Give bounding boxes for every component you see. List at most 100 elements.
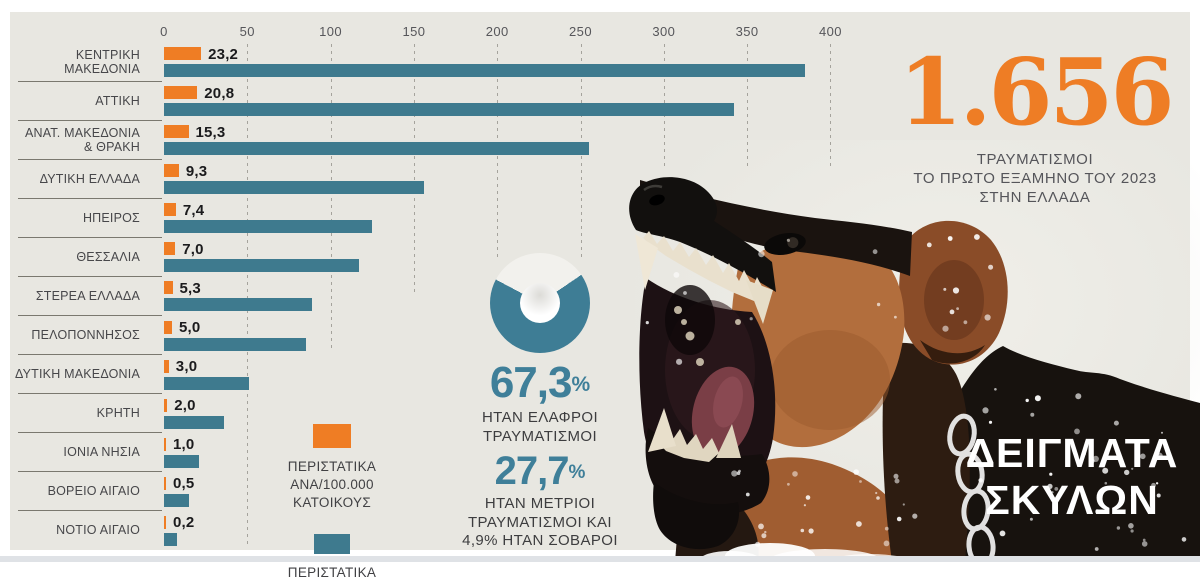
row-separator [18,80,162,82]
rate-bar [164,86,198,100]
incidents-bar [164,532,178,546]
incidents-bar [164,220,373,234]
dog-upper-canine-right [746,280,773,324]
rate-bar [164,47,202,60]
dog-upper-canine-left [635,234,658,290]
incidents-bar [164,259,359,273]
row-separator [18,354,162,356]
dog-ear-inner [924,260,984,340]
dog-lower-teeth [656,426,719,462]
callout-medium-value: 27,7% [494,449,586,493]
region-label: ΔΥΤΙΚΗ ΕΛΛΑΔΑ [39,171,140,186]
rate-bar [164,515,166,529]
rate-bar [164,359,169,373]
row-separator [18,119,162,121]
headline-caption-line1: ΤΡΑΥΜΑΤΙΣΜΟΙ [976,151,1094,168]
barking-dog-photo [629,177,1200,562]
callout-light-line1: ΗΤΑΝ ΕΛΑΦΡΟΙ [481,409,599,426]
rate-value-label: 23,2 [208,45,239,63]
x-tick-150: 150 [402,24,426,39]
row-separator [18,393,162,395]
incidents-bar [164,64,806,77]
dog-nostril [649,194,665,206]
region-label: ΚΕΝΤΡΙΚΗ ΜΑΚΕΔΟΝΙΑ [64,47,140,76]
gridline-50 [247,44,249,548]
region-label: ΔΥΤΙΚΗ ΜΑΚΕΔΟΝΙΑ [15,367,140,382]
dog-cheek-shade [770,330,890,430]
callout-light-injuries: 67,3% ΗΤΑΝ ΕΛΑΦΡΟΙ ΤΡΑΥΜΑΤΙΣΜΟΙ [425,360,655,445]
incidents-bar [164,493,189,507]
rate-value-label: 0,5 [173,475,195,493]
x-tick-400: 400 [818,24,842,39]
row-separator [18,197,162,199]
rate-value-label: 7,0 [182,240,204,258]
region-label: ΑΝΑΤ. ΜΑΚΕΔΟΝΙΑ & ΘΡΑΚΗ [24,125,140,154]
headline-stat: 1.656 ΤΡΑΥΜΑΤΙΣΜΟΙ ΤΟ ΠΡΩΤΟ ΕΞΑΜΗΝΟ ΤΟΥ … [870,40,1200,207]
rate-bar [164,164,179,178]
gridline-150 [413,44,415,296]
callout-medium-line2: ΤΡΑΥΜΑΤΙΣΜΟΙ ΚΑΙ [467,513,612,531]
x-tick-0: 0 [160,24,168,39]
region-label: ΑΤΤΙΚΗ [95,93,140,108]
x-tick-300: 300 [652,24,676,39]
dog-lower-canine-left [648,408,676,452]
gridline-350 [747,44,749,166]
headline-caption-line2: ΤΟ ΠΡΩΤΟ ΕΞΑΜΗΝΟ ΤΟΥ 2023 [913,170,1157,187]
x-tick-200: 200 [485,24,509,39]
x-tick-100: 100 [319,24,343,39]
gridline-100 [330,44,332,352]
rate-value-label: 2,0 [174,397,196,415]
incidents-bar [164,298,313,312]
photo-title-line1: ΔΕΙΓΜΑΤΑ [965,430,1179,476]
rate-bar [164,281,173,295]
row-separator [18,158,162,160]
x-tick-350: 350 [735,24,759,39]
dog-shoulder [882,342,970,562]
region-label: ΗΠΕΙΡΟΣ [82,210,140,225]
rate-value-label: 9,3 [185,162,208,180]
x-tick-250: 250 [569,24,592,39]
rate-value-label: 1,0 [173,436,195,454]
incidents-bar [164,415,224,429]
dog-upper-teeth [634,228,766,301]
region-label: ΙΟΝΙΑ ΝΗΣΙΑ [63,445,140,460]
x-tick-50: 50 [239,24,255,39]
rate-value-label: 5,3 [179,279,201,297]
gridline-400 [830,44,832,166]
row-separator [18,276,162,277]
incidents-bar [164,103,734,117]
dog-eye [764,233,806,255]
incidents-bar [164,376,249,390]
rate-value-label: 7,4 [182,201,205,219]
headline-caption-line3: ΣΤΗΝ ΕΛΛΑΔΑ [979,189,1091,206]
dog-tongue-highlight [713,376,743,428]
rate-bar [164,242,176,256]
rate-value-label: 3,0 [175,358,198,376]
region-label: ΣΤΕΡΕΑ ΕΛΛΑΔΑ [35,288,140,303]
rate-bar [164,437,166,451]
rate-bar [164,125,189,139]
legend-swatch-rate [313,424,351,448]
incidents-bar [164,181,424,195]
rate-value-label: 0,2 [173,514,195,532]
chain-collar [947,413,996,562]
rate-bar [164,476,166,490]
legend-label-incidents: ΠΕΡΙΣΤΑΤΙΚΑ [287,565,377,580]
region-label: ΚΡΗΤΗ [96,406,140,421]
row-separator [18,510,162,512]
rate-value-label: 15,3 [195,123,226,141]
rate-bar [164,398,168,412]
region-label: ΝΟΤΙΟ ΑΙΓΑΙΟ [56,523,140,538]
dog-muzzle [629,177,776,292]
region-label: ΘΕΣΣΑΛΙΑ [76,249,140,264]
row-separator [18,315,162,317]
callout-light-line2: ΤΡΑΥΜΑΤΙΣΜΟΙ [482,427,598,445]
legend-label-rate: ΠΕΡΙΣΤΑΤΙΚΑ ΑΝΑ/100.000 ΚΑΤΟΙΚΟΥΣ [287,459,377,510]
snow-flecks [645,234,1187,551]
callout-light-value: 67,3% [489,358,591,407]
rate-bar [164,203,176,217]
row-separator [18,471,162,473]
headline-number: 1.656 [898,38,1174,146]
rate-value-label: 20,8 [204,84,235,102]
legend-swatch-incidents [314,534,350,554]
